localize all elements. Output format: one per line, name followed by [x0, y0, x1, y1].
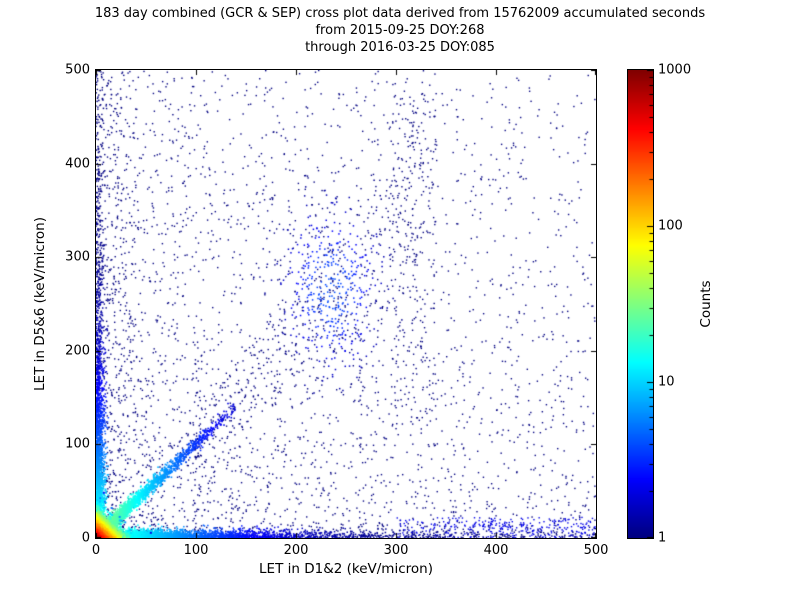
- chart-title: 183 day combined (GCR & SEP) cross plot …: [94, 6, 706, 21]
- scatter-canvas: [96, 70, 596, 538]
- chart-subtitle-from: from 2015-09-25 DOY:268: [315, 23, 485, 38]
- y-tick-label: 100: [65, 436, 90, 452]
- y-tick-label: 0: [81, 530, 90, 546]
- y-axis-label: LET in D5&6 (keV/micron): [32, 217, 48, 391]
- plot-area: [95, 69, 597, 539]
- colorbar-canvas: [628, 70, 653, 538]
- colorbar-label: Counts: [698, 280, 714, 328]
- colorbar-tick-label: 10: [658, 374, 675, 390]
- y-tick-label: 200: [65, 343, 90, 359]
- x-axis-label: LET in D1&2 (keV/micron): [259, 561, 433, 577]
- x-tick-label: 300: [383, 543, 409, 558]
- x-tick-label: 200: [283, 543, 309, 558]
- x-tick-label: 100: [183, 543, 209, 558]
- y-tick-label: 500: [65, 62, 90, 78]
- chart-subtitle-through: through 2016-03-25 DOY:085: [305, 40, 495, 55]
- colorbar: [627, 69, 654, 539]
- x-tick-label: 400: [483, 543, 509, 558]
- y-tick-label: 400: [65, 156, 90, 172]
- colorbar-tick-label: 100: [658, 218, 683, 234]
- colorbar-tick-label: 1000: [658, 62, 692, 78]
- x-tick-label: 0: [91, 543, 101, 558]
- x-tick-label: 500: [583, 543, 609, 558]
- colorbar-tick-label: 1: [658, 530, 667, 546]
- y-tick-label: 300: [65, 249, 90, 265]
